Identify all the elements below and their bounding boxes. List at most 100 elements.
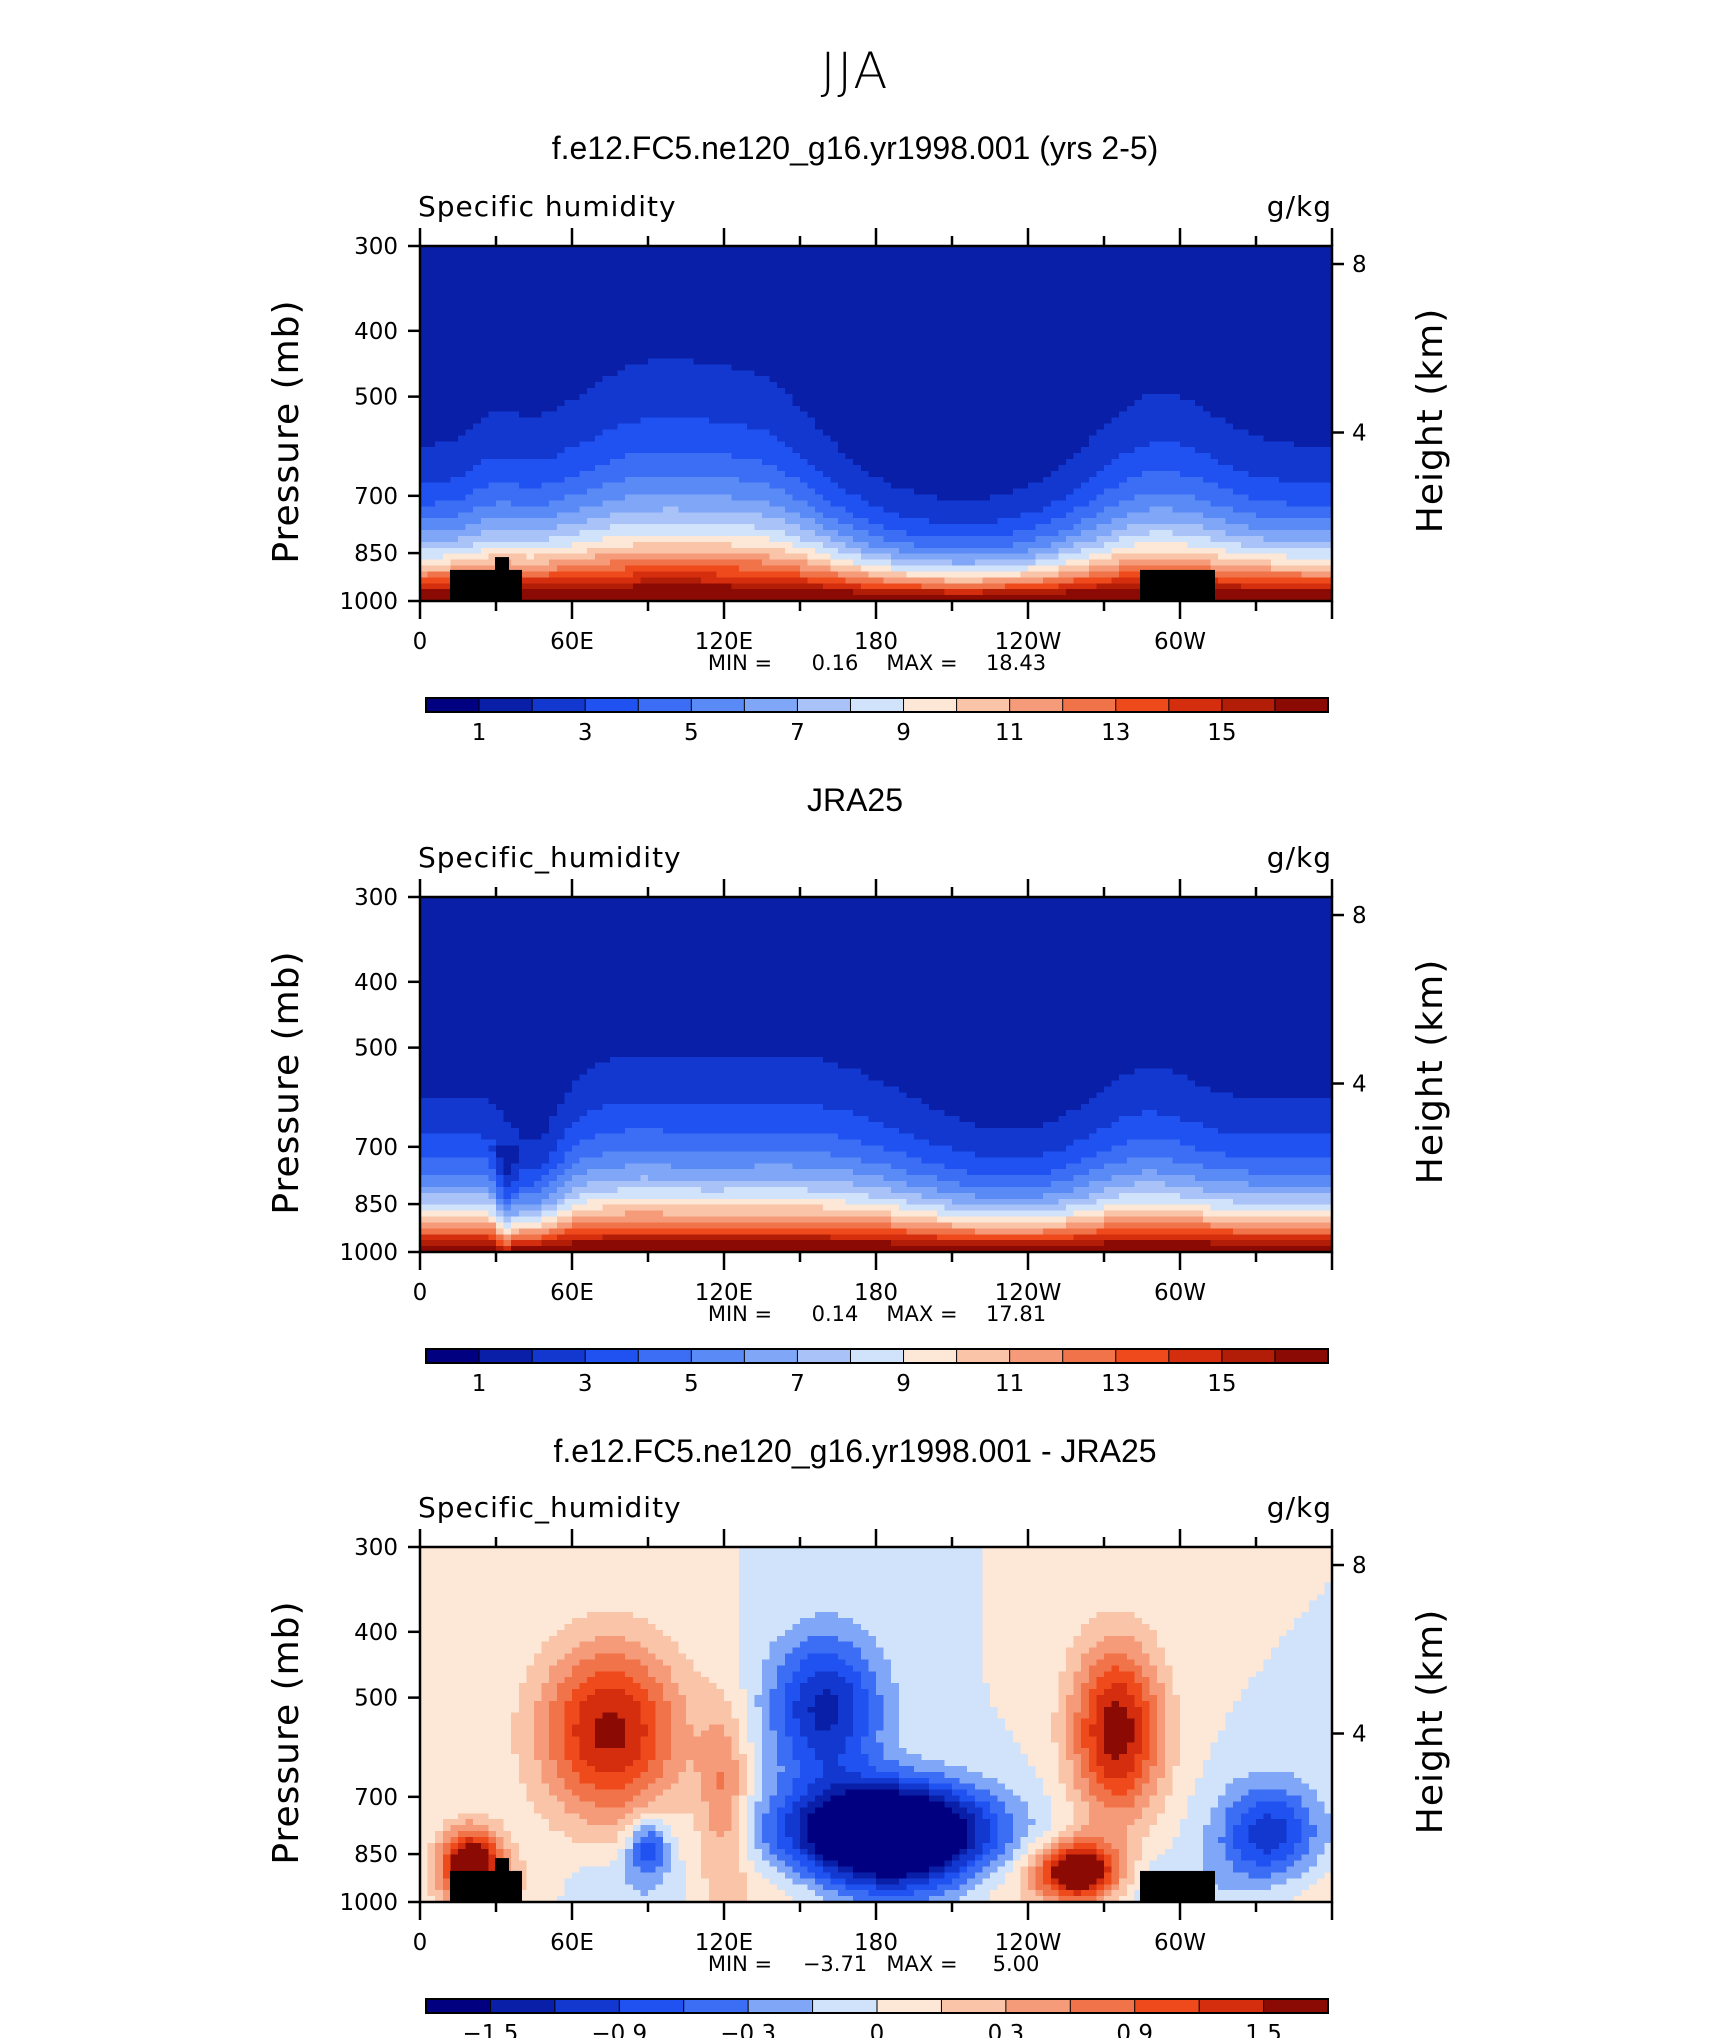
contour-cell (1271, 370, 1279, 377)
contour-cell (929, 264, 937, 271)
contour-cell (830, 477, 838, 484)
contour-cell (830, 252, 838, 259)
contour-cell (960, 441, 968, 448)
contour-cell (1271, 453, 1279, 460)
contour-cell (580, 270, 588, 277)
contour-cell (914, 305, 922, 312)
contour-cell (1210, 400, 1218, 407)
contour-cell (899, 282, 907, 289)
contour-cell (732, 317, 740, 324)
contour-cell (549, 382, 557, 389)
contour-cell (770, 459, 778, 466)
contour-cell (534, 329, 542, 336)
contour-cell (914, 406, 922, 413)
contour-cell (1043, 252, 1051, 259)
contour-cell (754, 329, 762, 336)
contour-cell (716, 329, 724, 336)
contour-cell (473, 424, 481, 431)
contour-cell (1043, 311, 1051, 318)
contour-cell (914, 347, 922, 354)
contour-cell (473, 258, 481, 265)
contour-cell (633, 483, 641, 490)
contour-cell (944, 429, 952, 436)
contour-cell (481, 276, 489, 283)
contour-cell (435, 317, 443, 324)
contour-cell (914, 252, 922, 259)
contour-cell (982, 435, 990, 442)
contour-cell (618, 311, 626, 318)
contour-cell (914, 453, 922, 460)
contour-cell (686, 252, 694, 259)
contour-cell (960, 305, 968, 312)
contour-cell (1233, 293, 1241, 300)
contour-cell (526, 358, 534, 365)
contour-cell (694, 293, 702, 300)
contour-cell (1089, 453, 1097, 460)
contour-cell (876, 347, 884, 354)
contour-cell (838, 347, 846, 354)
contour-cell (587, 358, 595, 365)
contour-cell (1096, 394, 1104, 401)
contour-cell (853, 347, 861, 354)
contour-cell (458, 341, 466, 348)
contour-cell (1119, 370, 1127, 377)
contour-cell (1119, 400, 1127, 407)
contour-cell (853, 453, 861, 460)
contour-cell (1096, 299, 1104, 306)
contour-cell (1233, 358, 1241, 365)
contour-cell (488, 400, 496, 407)
contour-cell (1188, 376, 1196, 383)
contour-cell (838, 424, 846, 431)
contour-cell (853, 329, 861, 336)
contour-cell (800, 323, 808, 330)
contour-cell (1172, 270, 1180, 277)
contour-cell (466, 258, 474, 265)
contour-cell (1013, 388, 1021, 395)
contour-cell (450, 441, 458, 448)
contour-cell (937, 459, 945, 466)
contour-cell (671, 317, 679, 324)
contour-cell (1020, 441, 1028, 448)
contour-cell (868, 305, 876, 312)
contour-cell (602, 477, 610, 484)
contour-cell (1066, 353, 1074, 360)
contour-cell (709, 347, 717, 354)
contour-cell (982, 276, 990, 283)
contour-cell (922, 258, 930, 265)
contour-cell (1180, 293, 1188, 300)
contour-cell (1127, 252, 1135, 259)
contour-cell (1028, 293, 1036, 300)
contour-cell (1104, 453, 1112, 460)
contour-cell (1096, 264, 1104, 271)
contour-cell (1074, 447, 1082, 454)
contour-cell (663, 341, 671, 348)
contour-cell (846, 382, 854, 389)
contour-cell (580, 471, 588, 478)
contour-cell (1226, 471, 1234, 478)
contour-cell (1150, 376, 1158, 383)
contour-cell (618, 489, 626, 496)
contour-cell (1286, 252, 1294, 259)
contour-cell (1286, 364, 1294, 371)
contour-cell (1302, 382, 1310, 389)
contour-cell (922, 382, 930, 389)
contour-cell (488, 358, 496, 365)
contour-cell (982, 471, 990, 478)
contour-cell (754, 477, 762, 484)
contour-cell (488, 287, 496, 294)
contour-cell (595, 382, 603, 389)
contour-cell (762, 412, 770, 419)
contour-cell (937, 424, 945, 431)
contour-cell (678, 465, 686, 472)
contour-cell (1089, 412, 1097, 419)
contour-cell (792, 370, 800, 377)
contour-cell (716, 364, 724, 371)
contour-cell (975, 282, 983, 289)
contour-cell (466, 388, 474, 395)
contour-cell (1104, 459, 1112, 466)
contour-cell (800, 376, 808, 383)
contour-cell (428, 412, 436, 419)
contour-cell (428, 406, 436, 413)
contour-cell (846, 347, 854, 354)
contour-cell (1119, 252, 1127, 259)
